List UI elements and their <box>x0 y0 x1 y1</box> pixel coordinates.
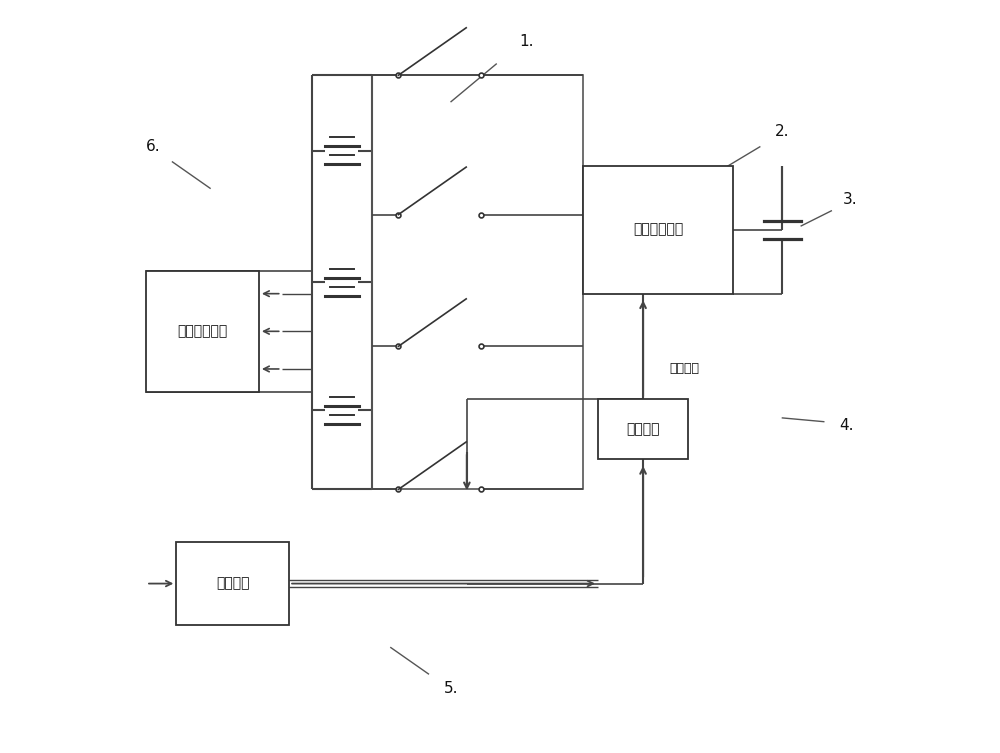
Bar <box>146 271 259 392</box>
Text: 5.: 5. <box>444 681 458 697</box>
Text: 1.: 1. <box>519 34 534 49</box>
Text: 开关驱动: 开关驱动 <box>626 422 660 436</box>
Text: 电容控制单元: 电容控制单元 <box>633 223 683 236</box>
Text: 2.: 2. <box>775 124 790 139</box>
Bar <box>583 166 733 294</box>
Text: 均衡控制: 均衡控制 <box>669 362 699 376</box>
Text: 电压检测单元: 电压检测单元 <box>177 325 228 338</box>
Text: 4.: 4. <box>839 418 854 433</box>
Text: 6.: 6. <box>146 139 161 154</box>
Text: 3.: 3. <box>843 192 857 207</box>
Bar <box>372 75 583 489</box>
Bar <box>176 542 289 625</box>
Text: 主控单元: 主控单元 <box>216 577 249 590</box>
Bar <box>598 399 688 459</box>
